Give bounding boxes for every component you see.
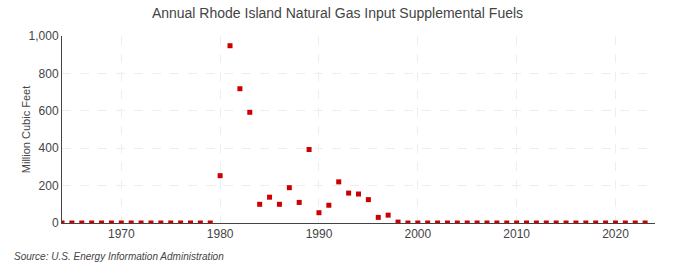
svg-text:Annual Rhode Island Natural Ga: Annual Rhode Island Natural Gas Input Su… (152, 5, 523, 21)
svg-text:600: 600 (39, 104, 59, 118)
svg-text:Source: U.S. Energy Informatio: Source: U.S. Energy Information Administ… (14, 251, 224, 262)
svg-text:1970: 1970 (108, 227, 135, 241)
svg-text:400: 400 (39, 141, 59, 155)
svg-text:0: 0 (52, 216, 59, 230)
svg-text:1990: 1990 (306, 227, 333, 241)
svg-text:200: 200 (39, 179, 59, 193)
svg-text:2020: 2020 (602, 227, 629, 241)
svg-text:1980: 1980 (207, 227, 234, 241)
svg-text:Million Cubic Feet: Million Cubic Feet (20, 86, 32, 173)
svg-text:2000: 2000 (404, 227, 431, 241)
svg-text:800: 800 (39, 67, 59, 81)
svg-text:2010: 2010 (503, 227, 530, 241)
svg-text:1,000: 1,000 (29, 29, 59, 43)
